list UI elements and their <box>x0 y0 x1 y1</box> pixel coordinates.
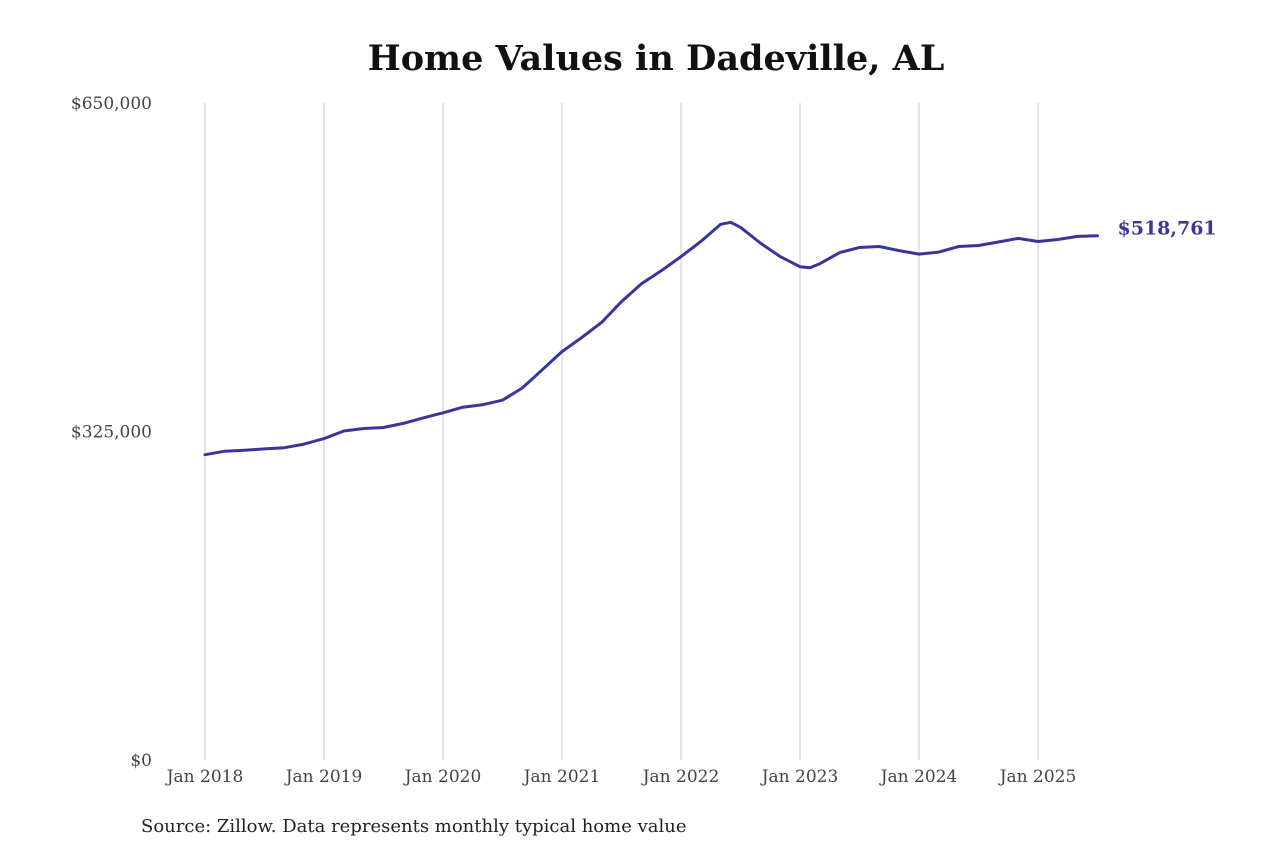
y-axis-ticks: $0 $325,000 $650,000 <box>71 94 152 771</box>
x-tick-label: Jan 2022 <box>641 767 720 787</box>
y-tick-label: $650,000 <box>71 94 152 114</box>
series-line <box>203 220 1099 457</box>
source-note: Source: Zillow. Data represents monthly … <box>141 816 687 837</box>
gridlines <box>204 103 1039 760</box>
x-tick-label: Jan 2023 <box>760 767 839 787</box>
x-tick-label: Jan 2018 <box>165 767 244 787</box>
x-tick-label: Jan 2025 <box>998 767 1077 787</box>
y-tick-label: $0 <box>130 751 152 771</box>
y-tick-label: $325,000 <box>71 423 152 443</box>
chart-title: Home Values in Dadeville, AL <box>367 38 945 79</box>
end-value-label: $518,761 <box>1118 218 1217 240</box>
x-tick-label: Jan 2021 <box>522 767 601 787</box>
x-axis-ticks: Jan 2018 Jan 2019 Jan 2020 Jan 2021 Jan 2022… <box>165 767 1077 787</box>
x-tick-label: Jan 2024 <box>879 767 958 787</box>
x-tick-label: Jan 2019 <box>284 767 363 787</box>
x-tick-label: Jan 2020 <box>403 767 482 787</box>
